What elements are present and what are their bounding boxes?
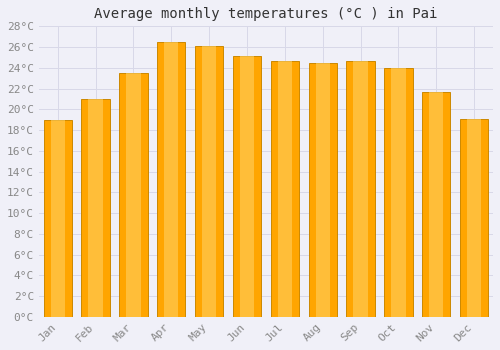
Bar	[308, 63, 337, 317]
Bar	[467, 119, 481, 317]
Bar	[422, 92, 450, 317]
Bar	[44, 120, 72, 317]
Bar	[270, 61, 299, 317]
Bar	[240, 56, 254, 317]
Bar	[429, 92, 444, 317]
Bar	[346, 61, 375, 317]
Bar	[278, 61, 292, 317]
Bar	[88, 99, 102, 317]
Bar	[126, 73, 140, 317]
Bar	[316, 63, 330, 317]
Bar	[460, 119, 488, 317]
Bar	[50, 120, 65, 317]
Bar	[82, 99, 110, 317]
Bar	[119, 73, 148, 317]
Bar	[392, 68, 406, 317]
Bar	[195, 46, 224, 317]
Bar	[354, 61, 368, 317]
Bar	[157, 42, 186, 317]
Bar	[233, 56, 261, 317]
Bar	[164, 42, 178, 317]
Bar	[384, 68, 412, 317]
Bar	[202, 46, 216, 317]
Title: Average monthly temperatures (°C ) in Pai: Average monthly temperatures (°C ) in Pa…	[94, 7, 438, 21]
